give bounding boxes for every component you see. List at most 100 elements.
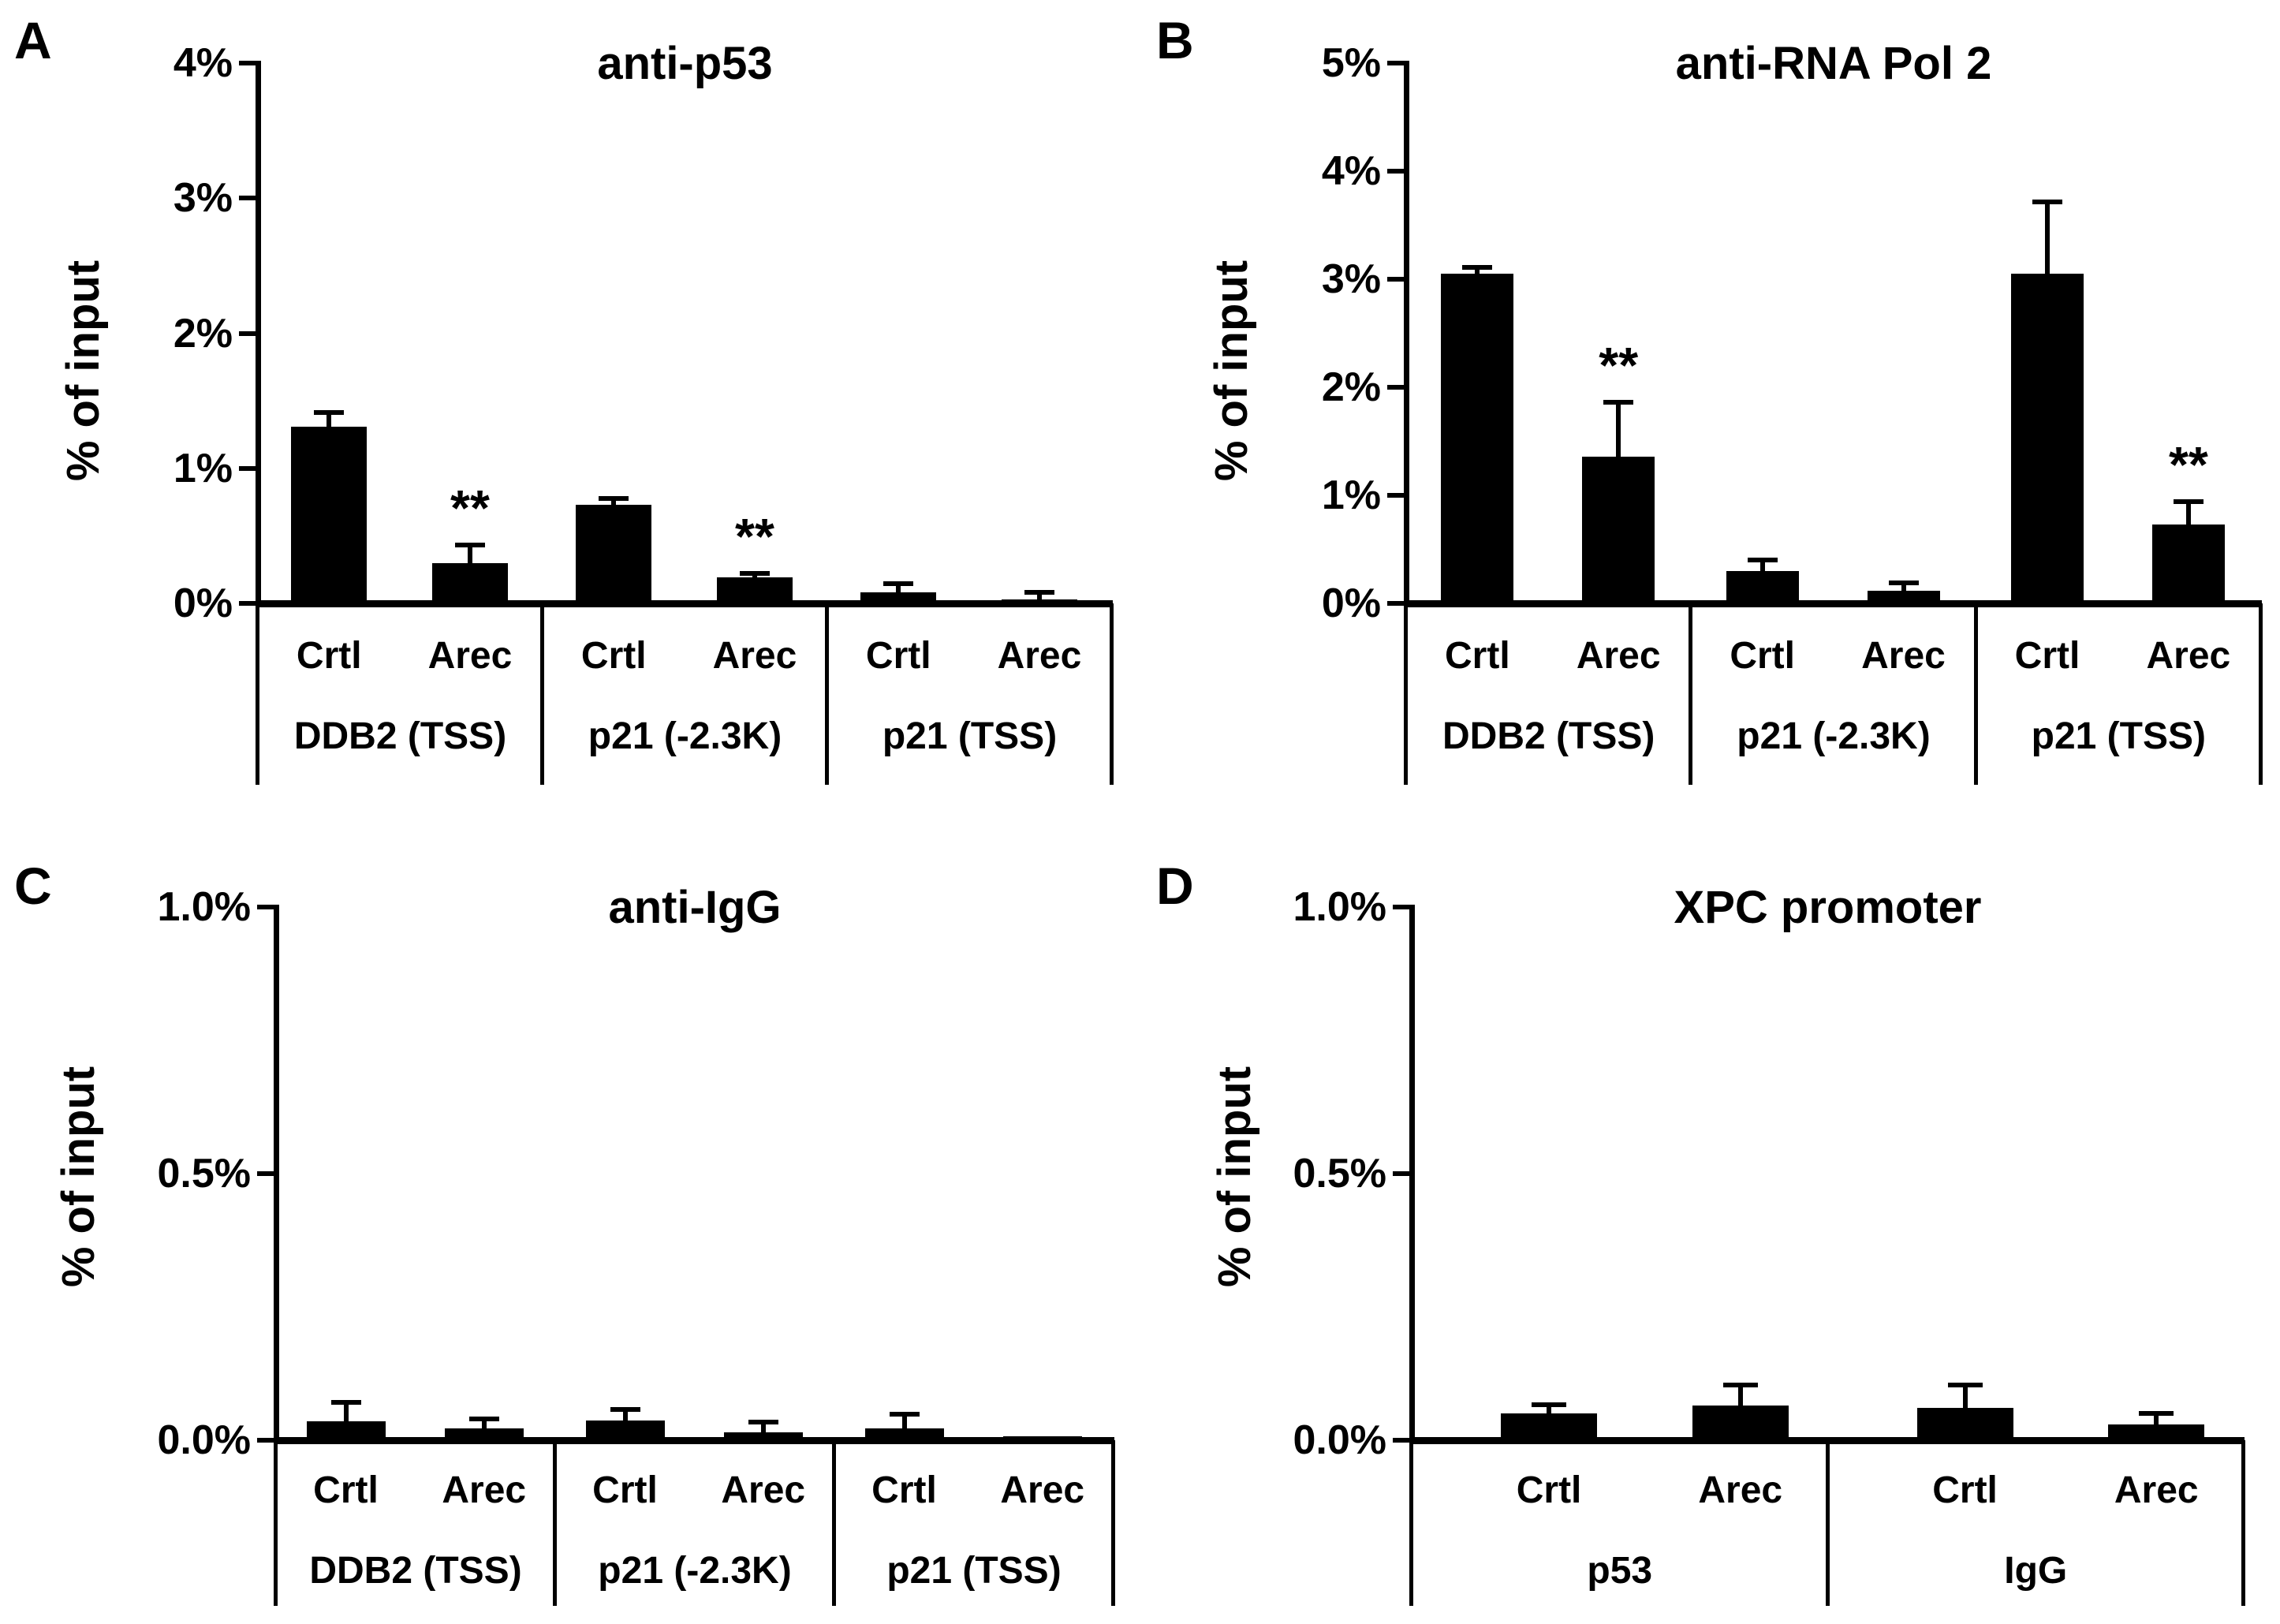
- y-tick-label: 5%: [1321, 40, 1381, 86]
- y-tick: [1387, 601, 1405, 606]
- y-axis-line: [256, 61, 261, 603]
- error-bar-cap: [883, 581, 914, 587]
- error-bar-line: [1475, 266, 1480, 274]
- error-bar-cap: [1532, 1402, 1567, 1408]
- group-label: p21 (-2.3K): [588, 715, 782, 757]
- group-divider: [2259, 603, 2263, 785]
- bar: [1867, 590, 1940, 605]
- y-tick: [257, 905, 274, 909]
- panel-letter: C: [14, 857, 52, 915]
- error-bar-line: [327, 411, 332, 427]
- group-label: DDB2 (TSS): [1442, 715, 1655, 757]
- group-divider: [256, 603, 259, 785]
- y-tick: [239, 196, 256, 201]
- group-divider: [1110, 603, 1114, 785]
- condition-label: Arec: [2146, 635, 2231, 677]
- bar: [1501, 1413, 1598, 1442]
- y-axis-line: [1409, 905, 1415, 1440]
- y-tick-label: 3%: [1321, 256, 1381, 302]
- group-divider: [1825, 1440, 1830, 1606]
- y-tick-label: 4%: [173, 40, 233, 86]
- y-tick-label: 0.5%: [157, 1151, 251, 1197]
- condition-label: Crtl: [1516, 1469, 1582, 1511]
- condition-label: Arec: [1000, 1469, 1085, 1511]
- group-label: p21 (TSS): [886, 1550, 1062, 1592]
- condition-label: Arec: [997, 635, 1082, 677]
- y-axis-line: [274, 905, 279, 1440]
- error-bar-cap: [599, 496, 629, 502]
- panel-letter: A: [14, 11, 52, 69]
- y-tick-label: 0.5%: [1293, 1151, 1386, 1197]
- y-tick-label: 2%: [173, 310, 233, 357]
- y-tick: [1387, 169, 1405, 174]
- error-bar-cap: [1722, 1383, 1758, 1388]
- error-bar-line: [611, 498, 617, 505]
- error-bar-line: [760, 1421, 766, 1432]
- x-axis-line: [274, 1437, 1114, 1444]
- panel-letter: D: [1156, 857, 1194, 915]
- error-bar-line: [1901, 581, 1906, 591]
- error-bar-line: [481, 1417, 487, 1429]
- bar: [576, 504, 652, 605]
- y-tick: [239, 61, 256, 65]
- bar: [723, 1432, 803, 1442]
- y-tick-label: 2%: [1321, 364, 1381, 410]
- condition-label: Arec: [1861, 635, 1946, 677]
- group-divider: [832, 1440, 836, 1606]
- y-tick-label: 3%: [173, 175, 233, 222]
- error-bar-line: [1547, 1404, 1552, 1414]
- significance-marker: **: [1599, 336, 1639, 394]
- y-tick-label: 1%: [173, 445, 233, 491]
- error-bar-cap: [748, 1420, 778, 1425]
- bar: [431, 562, 508, 605]
- group-divider: [1111, 1440, 1115, 1606]
- group-divider: [2241, 1440, 2245, 1606]
- error-bar-cap: [2139, 1410, 2174, 1416]
- bar: [1692, 1406, 1789, 1442]
- group-label: p21 (-2.3K): [598, 1550, 792, 1592]
- y-tick: [1393, 1171, 1410, 1176]
- error-bar-line: [1759, 558, 1765, 571]
- y-tick: [1393, 1438, 1410, 1443]
- bar: [2151, 524, 2225, 605]
- error-bar-line: [896, 583, 901, 593]
- error-bar-line: [1737, 1384, 1743, 1406]
- bar: [1002, 1435, 1082, 1442]
- error-bar-cap: [330, 1399, 361, 1405]
- chart-title: anti-RNA Pol 2: [1675, 38, 1992, 89]
- error-bar-cap: [468, 1416, 499, 1421]
- condition-label: Crtl: [580, 635, 647, 677]
- group-label: IgG: [2004, 1550, 2068, 1592]
- bar: [860, 592, 937, 605]
- y-tick: [1387, 277, 1405, 282]
- group-label: DDB2 (TSS): [309, 1550, 522, 1592]
- significance-marker: **: [735, 507, 774, 565]
- error-bar-cap: [610, 1407, 640, 1413]
- condition-label: Crtl: [1932, 1469, 1998, 1511]
- error-bar-line: [2154, 1412, 2159, 1424]
- group-divider: [825, 603, 829, 785]
- group-divider: [274, 1440, 278, 1606]
- y-tick: [1387, 385, 1405, 390]
- bar: [2011, 274, 2084, 605]
- condition-label: Arec: [1698, 1469, 1783, 1511]
- error-bar-line: [1962, 1384, 1968, 1409]
- error-bar-cap: [1603, 399, 1634, 405]
- condition-label: Arec: [442, 1469, 527, 1511]
- y-tick: [257, 1171, 274, 1176]
- bar: [444, 1428, 524, 1442]
- group-divider: [540, 603, 544, 785]
- error-bar-cap: [1947, 1383, 1983, 1388]
- panel-letter: B: [1156, 11, 1194, 69]
- error-bar-cap: [1747, 557, 1778, 562]
- chart-title: anti-IgG: [608, 882, 782, 933]
- group-label: p21 (TSS): [882, 715, 1058, 757]
- group-divider: [1404, 603, 1408, 785]
- condition-label: Arec: [1576, 635, 1661, 677]
- condition-label: Crtl: [865, 635, 931, 677]
- bar: [864, 1428, 944, 1442]
- y-axis-line: [1404, 61, 1409, 603]
- y-tick-label: 1%: [1321, 472, 1381, 518]
- y-tick: [239, 601, 256, 606]
